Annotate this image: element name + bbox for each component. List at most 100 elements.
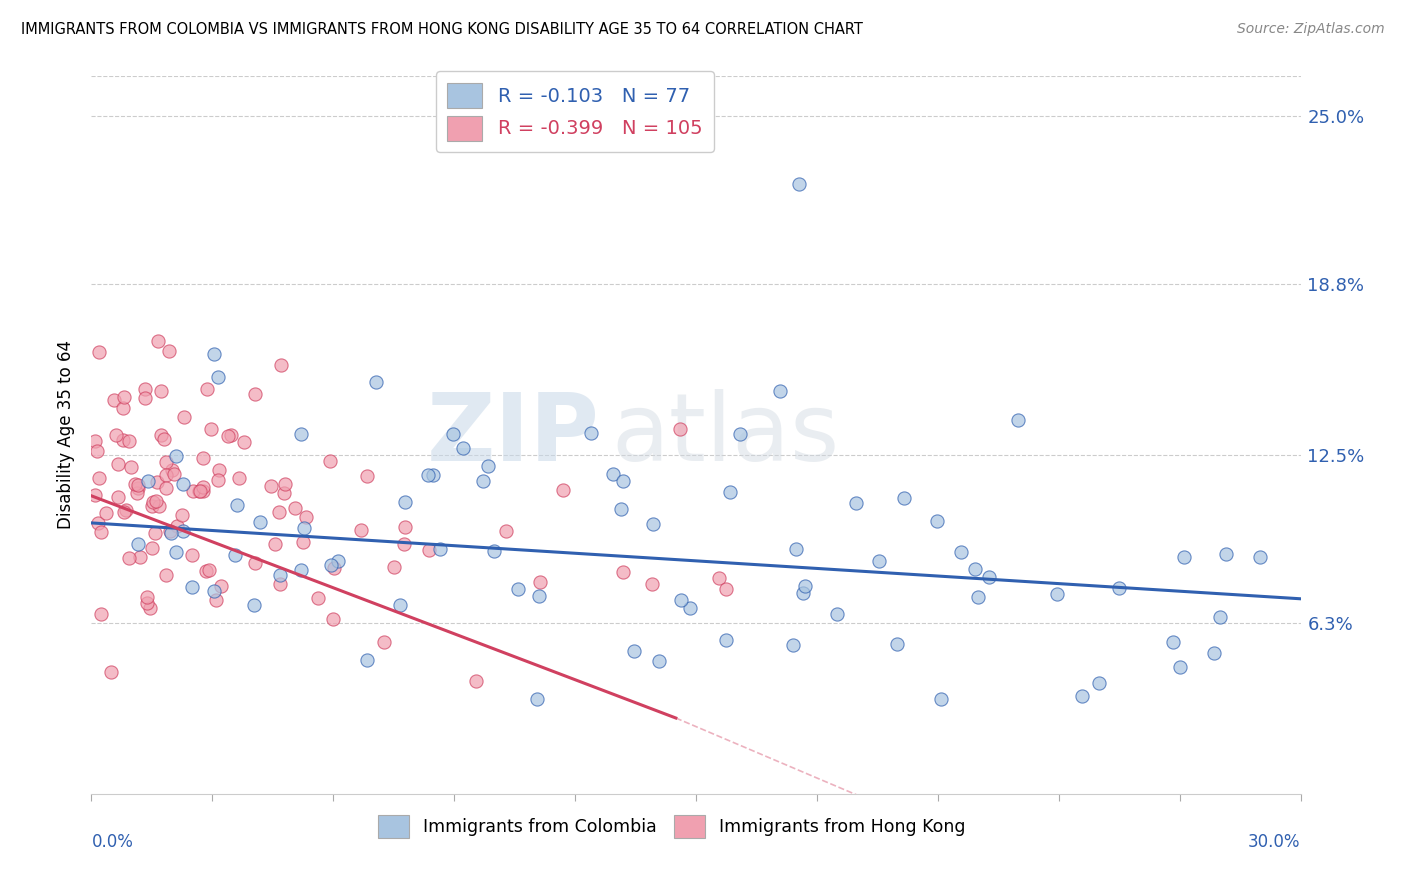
Point [284,501,307,516]
Point [138,600,160,615]
Point [350,523,373,537]
Point [292,521,315,535]
Point [477,458,499,473]
Point [1168,660,1191,674]
Point [84,488,107,502]
Point [979,569,1001,583]
Point [142,494,165,508]
Point [429,542,451,557]
Point [245,387,267,401]
Point [207,369,229,384]
Point [868,554,890,568]
Point [356,653,378,667]
Point [364,375,387,389]
Point [967,590,990,604]
Point [394,495,416,509]
Point [441,426,464,441]
Point [612,475,634,489]
Text: Source: ZipAtlas.com: Source: ZipAtlas.com [1237,22,1385,37]
Point [117,434,139,448]
Point [160,463,183,477]
Point [388,598,411,612]
Point [202,347,225,361]
Point [120,460,142,475]
Point [678,600,700,615]
Point [529,589,551,603]
Point [1071,689,1094,703]
Point [163,467,186,482]
Point [893,491,915,506]
Point [308,591,330,606]
Point [260,478,283,492]
Point [155,455,177,469]
Point [464,674,486,689]
Point [134,392,156,406]
Text: ZIP: ZIP [426,389,599,481]
Point [273,486,295,500]
Point [87,345,110,359]
Point [886,636,908,650]
Point [208,463,231,477]
Point [1108,581,1130,595]
Point [159,524,181,539]
Point [249,516,271,530]
Point [394,537,416,551]
Point [484,544,506,558]
Point [100,665,122,680]
Point [148,334,170,349]
Point [127,486,149,500]
Point [136,474,159,488]
Point [321,558,343,572]
Point [217,429,239,443]
Point [107,490,129,504]
Point [226,499,249,513]
Point [669,592,692,607]
Point [90,607,112,622]
Point [292,535,315,549]
Point [471,474,494,488]
Point [451,441,474,455]
Point [716,582,738,596]
Point [200,421,222,435]
Point [111,433,134,447]
Point [769,384,792,398]
Point [141,499,163,513]
Point [1088,676,1111,690]
Point [89,471,111,485]
Point [127,478,149,492]
Point [322,612,344,626]
Point [136,591,159,605]
Point [641,516,664,531]
Point [1249,550,1271,565]
Point [927,514,949,528]
Point [103,392,125,407]
Y-axis label: Disability Age 35 to 64: Disability Age 35 to 64 [58,341,76,529]
Point [243,557,266,571]
Point [322,561,344,575]
Point [181,483,204,498]
Point [134,383,156,397]
Point [155,467,177,482]
Point [1202,646,1225,660]
Point [112,401,135,415]
Point [242,599,264,613]
Point [194,564,217,578]
Point [319,453,342,467]
Point [647,654,669,668]
Point [172,524,194,538]
Point [581,426,603,441]
Point [145,494,167,508]
Point [150,384,173,398]
Point [290,563,312,577]
Point [1161,635,1184,649]
Point [274,476,297,491]
Point [416,468,439,483]
Point [263,537,285,551]
Point [931,692,953,706]
Point [127,481,149,495]
Point [356,468,378,483]
Point [394,520,416,534]
Point [270,359,292,373]
Point [193,480,215,494]
Point [1007,413,1029,427]
